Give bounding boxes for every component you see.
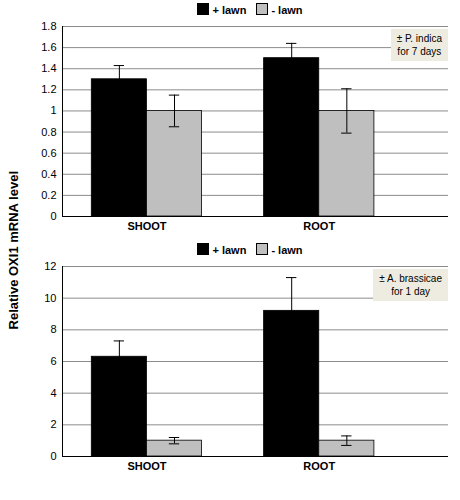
svg-text:1.8: 1.8 xyxy=(41,20,56,32)
svg-text:6: 6 xyxy=(50,355,56,367)
svg-text:1: 1 xyxy=(50,104,56,116)
svg-text:0: 0 xyxy=(50,450,56,462)
html-text:- lawn: - lawn xyxy=(271,3,303,16)
svg-text:8: 8 xyxy=(50,323,56,335)
svg-text:2: 2 xyxy=(50,418,56,430)
svg-text:SHOOT: SHOOT xyxy=(127,460,166,472)
html-text:- lawn: - lawn xyxy=(271,243,303,256)
svg-text:ROOT: ROOT xyxy=(303,460,335,472)
svg-text:1.2: 1.2 xyxy=(41,83,56,95)
svg-text:0.8: 0.8 xyxy=(41,126,56,138)
html-text:± A. brassicae: ± A. brassicae xyxy=(379,273,442,284)
html-text:± P. indica: ± P. indica xyxy=(396,33,442,44)
svg-text:0.2: 0.2 xyxy=(41,189,56,201)
svg-text:1.6: 1.6 xyxy=(41,41,56,53)
svg-text:0: 0 xyxy=(50,210,56,222)
svg-text:1.4: 1.4 xyxy=(41,62,56,74)
svg-text:SHOOT: SHOOT xyxy=(127,220,166,232)
svg-text:0.4: 0.4 xyxy=(41,168,56,180)
svg-text:10: 10 xyxy=(44,292,56,304)
html-text:Relative OXI1 mRNA level: Relative OXI1 mRNA level xyxy=(5,170,21,330)
html-text:for 1 day: for 1 day xyxy=(391,286,431,297)
svg-text:4: 4 xyxy=(50,387,56,399)
html-text:+ lawn: + lawn xyxy=(212,3,247,16)
svg-text:0.6: 0.6 xyxy=(41,147,56,159)
svg-text:12: 12 xyxy=(44,260,56,272)
html-text:for 7 days: for 7 days xyxy=(397,46,442,57)
svg-text:ROOT: ROOT xyxy=(303,220,335,232)
html-text:+ lawn: + lawn xyxy=(212,243,247,256)
